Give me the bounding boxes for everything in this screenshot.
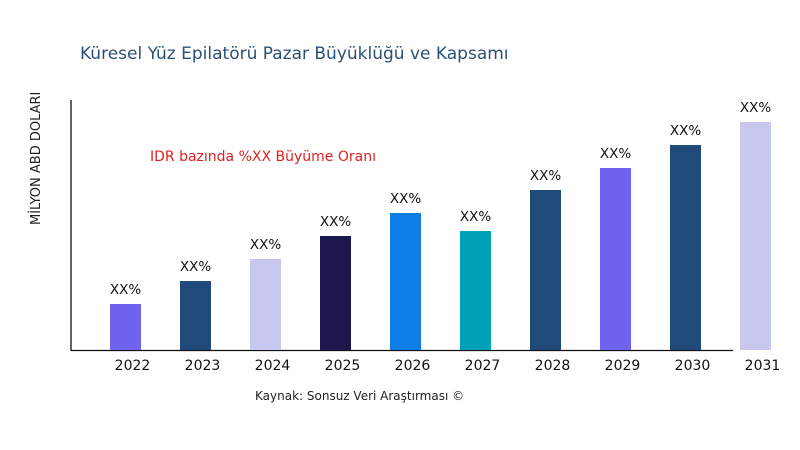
bar-2025 xyxy=(320,236,351,350)
bar-2023 xyxy=(180,281,211,350)
data-label-2026: XX% xyxy=(390,191,421,207)
x-tick-2025: 2025 xyxy=(325,358,361,374)
bar-2029 xyxy=(600,168,631,350)
bar-2031 xyxy=(740,122,771,350)
bar-2030 xyxy=(670,145,701,350)
bar-2027 xyxy=(460,231,491,350)
bar-2022 xyxy=(110,304,141,350)
bar-2026 xyxy=(390,213,421,350)
data-label-2024: XX% xyxy=(250,237,281,253)
data-label-2028: XX% xyxy=(530,168,561,184)
data-label-2031: XX% xyxy=(740,100,771,116)
data-label-2029: XX% xyxy=(600,146,631,162)
x-tick-2024: 2024 xyxy=(255,358,291,374)
data-label-2025: XX% xyxy=(320,214,351,230)
x-tick-2028: 2028 xyxy=(535,358,571,374)
y-axis-label: MİLYON ABD DOLARI xyxy=(28,92,44,225)
x-tick-2029: 2029 xyxy=(605,358,641,374)
x-tick-2026: 2026 xyxy=(395,358,431,374)
growth-rate-annotation: IDR bazında %XX Büyüme Oranı xyxy=(150,149,376,165)
x-tick-2031: 2031 xyxy=(745,358,781,374)
source-note: Kaynak: Sonsuz Veri Araştırması © xyxy=(255,389,464,403)
x-tick-2022: 2022 xyxy=(115,358,151,374)
chart-title: Küresel Yüz Epilatörü Pazar Büyüklüğü ve… xyxy=(80,44,509,64)
data-label-2023: XX% xyxy=(180,259,211,275)
bar-2028 xyxy=(530,190,561,350)
data-label-2030: XX% xyxy=(670,123,701,139)
bar-2024 xyxy=(250,259,281,350)
x-tick-2023: 2023 xyxy=(185,358,221,374)
x-tick-2027: 2027 xyxy=(465,358,501,374)
data-label-2022: XX% xyxy=(110,282,141,298)
bars-group: XX% 2022 XX% 2023 XX% 2024 XX% 2025 XX% 2026 XX% 20… xyxy=(110,100,780,374)
x-tick-2030: 2030 xyxy=(675,358,711,374)
data-label-2027: XX% xyxy=(460,209,491,225)
